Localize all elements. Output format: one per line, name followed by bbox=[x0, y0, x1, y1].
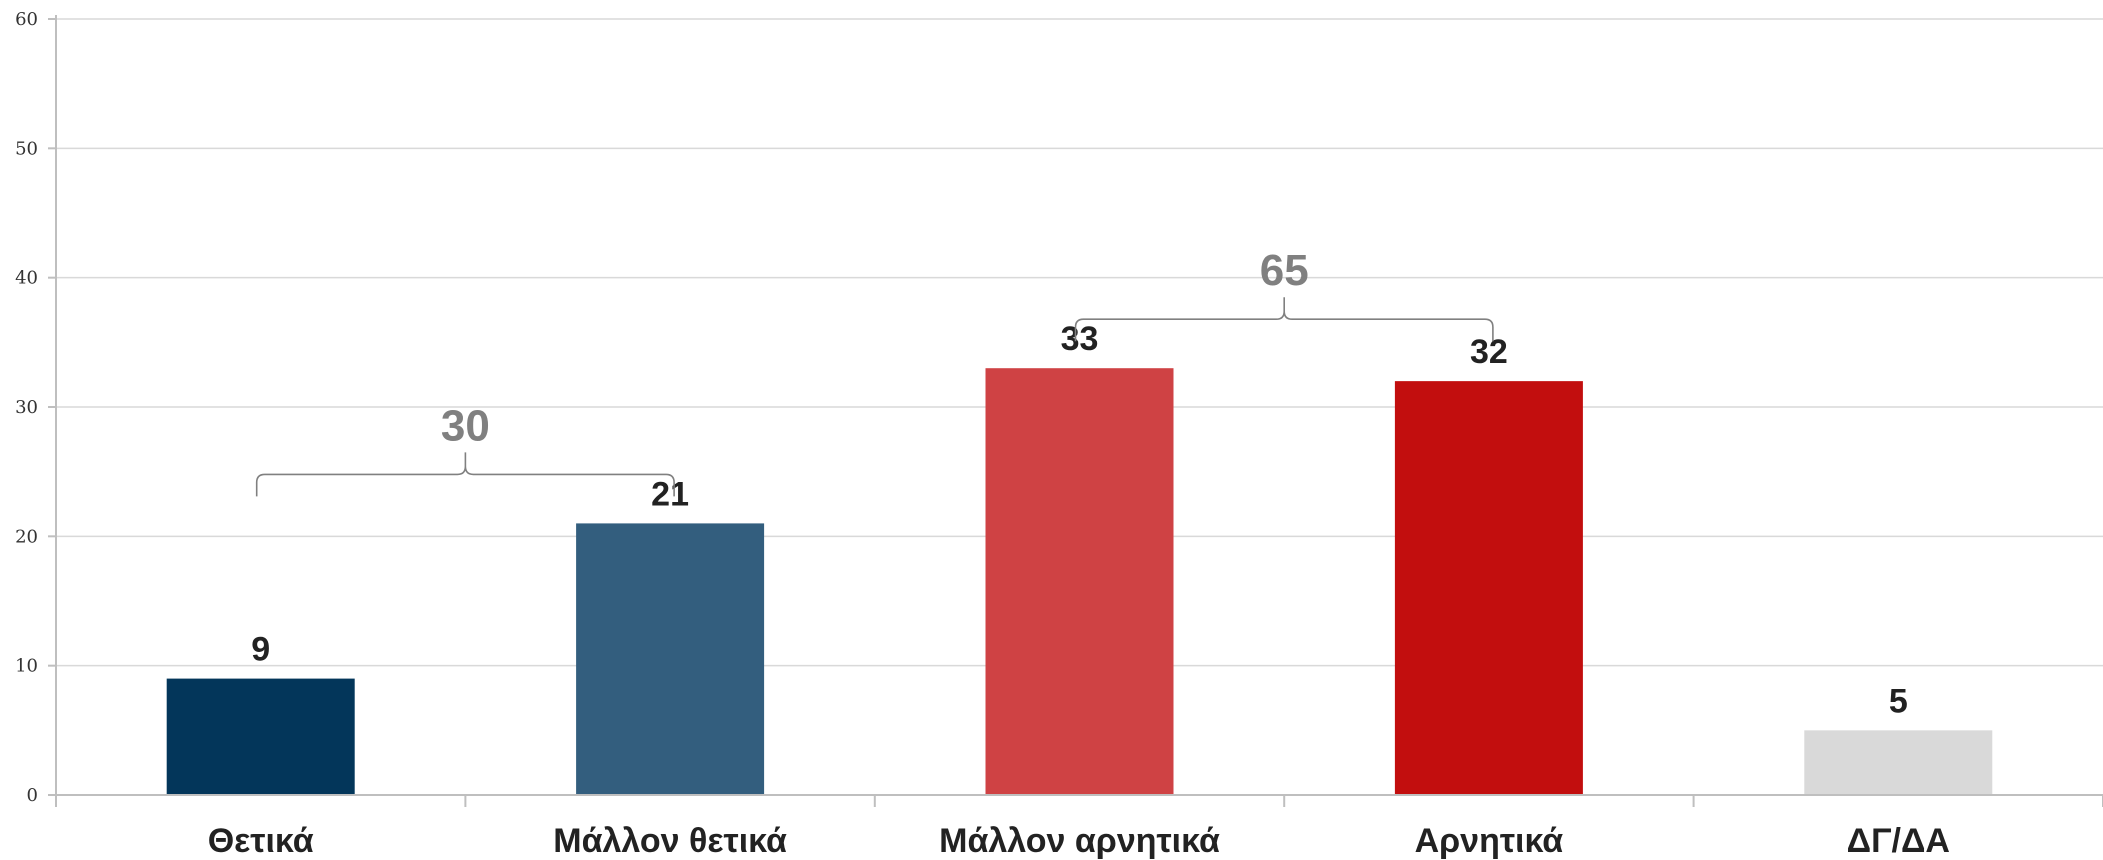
category-label-4: Αρνητικά bbox=[1415, 822, 1564, 860]
data-label-2: 21 bbox=[651, 475, 689, 513]
category-labels: Θετικά Μάλλον θετικά Μάλλον αρνητικά Αρνητι… bbox=[208, 822, 1950, 860]
y-tick-label: 20 bbox=[15, 526, 38, 547]
y-tick-label: 60 bbox=[15, 9, 38, 30]
category-label-1: Θετικά bbox=[208, 822, 314, 860]
axes bbox=[55, 15, 2103, 807]
bar-5 bbox=[1804, 730, 1993, 795]
data-label-1: 9 bbox=[251, 631, 270, 669]
y-tick-label: 10 bbox=[15, 656, 38, 677]
bar-4 bbox=[1394, 381, 1583, 795]
group-brace-1 bbox=[255, 452, 675, 497]
y-tick-label: 0 bbox=[27, 785, 38, 806]
category-label-5: ΔΓ/ΔΑ bbox=[1847, 822, 1950, 860]
group-annotations: 30 65 bbox=[255, 246, 1494, 497]
bar-1 bbox=[166, 678, 355, 795]
category-label-3: Μάλλον αρνητικά bbox=[939, 822, 1220, 860]
group-total-2: 65 bbox=[1260, 246, 1309, 295]
data-label-3: 33 bbox=[1061, 320, 1099, 358]
data-labels: 9 21 33 32 5 bbox=[251, 320, 1908, 720]
bar-3 bbox=[985, 368, 1174, 795]
category-label-2: Μάλλον θετικά bbox=[553, 822, 787, 860]
y-tick-label: 40 bbox=[15, 268, 38, 289]
y-axis-ticks: 0 10 20 30 40 50 60 bbox=[15, 9, 56, 806]
data-label-4: 32 bbox=[1470, 333, 1508, 371]
group-brace-2 bbox=[1074, 297, 1494, 342]
data-label-5: 5 bbox=[1889, 682, 1908, 720]
y-tick-label: 30 bbox=[15, 397, 38, 418]
bar-2 bbox=[576, 523, 765, 795]
y-tick-label: 50 bbox=[15, 138, 38, 159]
bars bbox=[166, 368, 1993, 795]
group-total-1: 30 bbox=[441, 401, 490, 450]
